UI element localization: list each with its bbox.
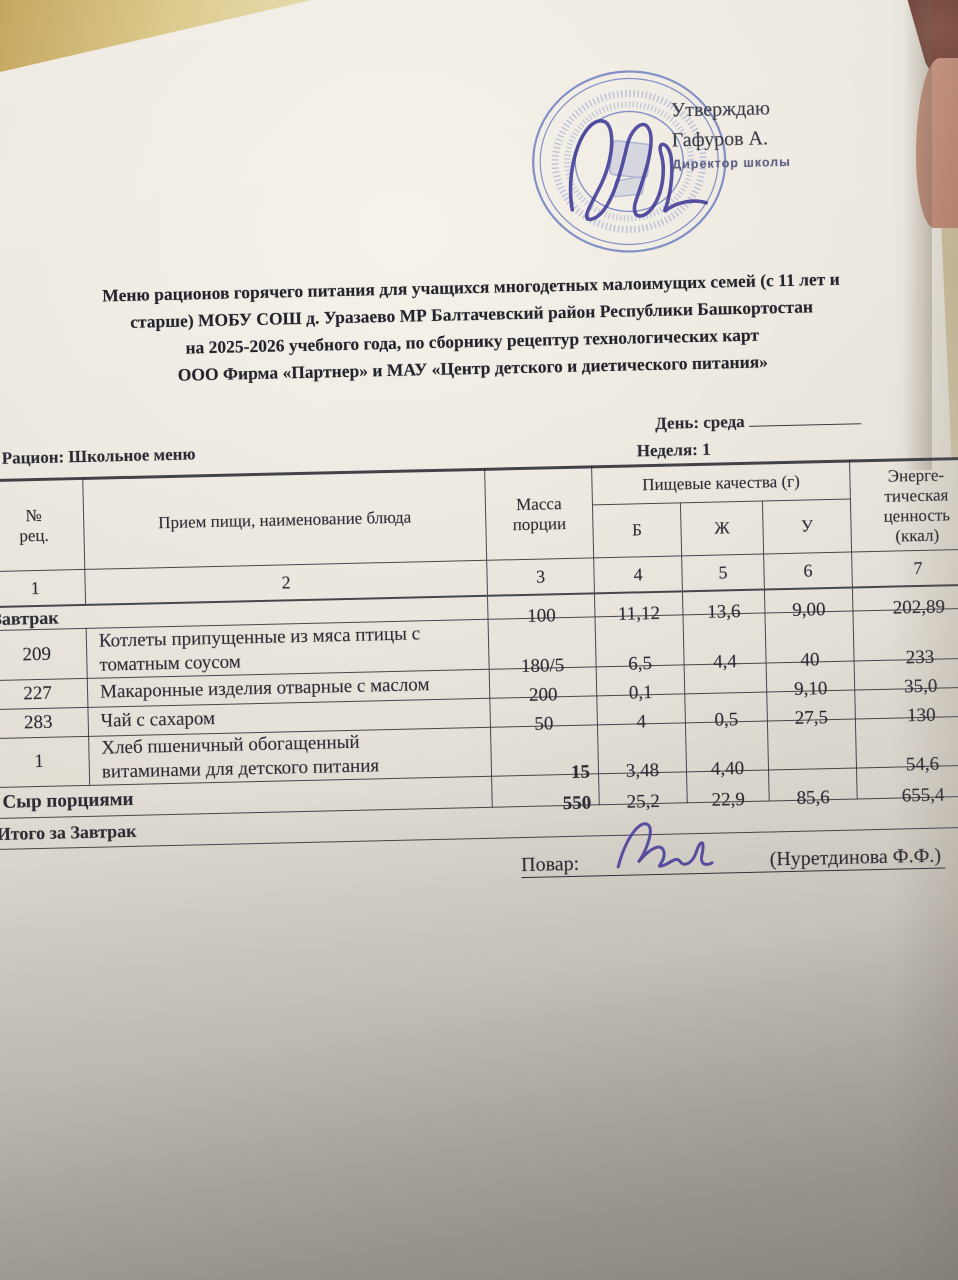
menu-table: № рец. Прием пищи, наименование блюда Ма…	[0, 456, 958, 851]
round-stamp	[532, 70, 727, 253]
mass-value: 200	[528, 684, 558, 706]
header-protein: Б	[592, 502, 682, 558]
mass-value: 50	[534, 713, 554, 735]
fat-value: 13,6	[707, 601, 741, 623]
ration-label: Рацион: Школьное меню	[1, 444, 196, 468]
col-number-6: 6	[763, 552, 853, 590]
protein-value: 0,1	[628, 682, 653, 704]
col-number-4: 4	[593, 555, 683, 594]
kcal-value: 202,89	[892, 596, 946, 619]
kcal-value: 54,6	[905, 753, 940, 776]
header-carbs: У	[762, 499, 852, 555]
cook-signature-line: Повар: (Нуретдинова Ф.Ф.)	[520, 825, 946, 879]
carbs-value: 9,00	[792, 599, 826, 621]
mass-value: 15	[570, 761, 591, 783]
protein-value: 3,48	[625, 759, 660, 782]
col-number-5: 5	[681, 554, 765, 592]
background-hand	[916, 58, 958, 228]
header-rec-number: № рец.	[0, 478, 85, 572]
kcal-value: 130	[906, 704, 936, 727]
rec-number: 227	[0, 678, 88, 710]
kcal-value: 233	[905, 646, 935, 669]
cook-name: (Нуретдинова Ф.Ф.)	[769, 844, 942, 871]
kcal-total: 655,4	[901, 784, 945, 807]
dish-name: Котлеты припущенные из мяса птицы с тома…	[86, 619, 490, 679]
header-dish-name: Прием пищи, наименование блюда	[82, 469, 487, 570]
approver-title: Директор школы	[672, 154, 791, 172]
cook-signature	[616, 822, 714, 869]
rec-number: 283	[0, 707, 89, 739]
protein-value: 11,12	[617, 602, 661, 625]
header-energy-value: Энерге- тическая ценность (ккал)	[849, 458, 958, 553]
director-signature	[568, 119, 708, 222]
fat-value: 4,4	[712, 651, 738, 673]
document-title: Меню рационов горячего питания для учащи…	[0, 263, 952, 393]
day-fill-line	[748, 409, 861, 427]
stamp-microtext-ring-outer	[551, 89, 707, 233]
approval-label: Утверждаю	[670, 97, 771, 122]
rec-number: 209	[0, 628, 88, 681]
col-number-1: 1	[0, 569, 86, 608]
rec-number: 1	[0, 736, 90, 788]
col-number-3: 3	[486, 557, 595, 596]
day-label: День: среда	[655, 409, 861, 434]
protein-value: 6,5	[627, 653, 653, 675]
paper-edge-shadow	[904, 0, 932, 470]
carbs-value: 40	[800, 649, 820, 671]
week-label: Неделя: 1	[636, 439, 711, 461]
header-fat: Ж	[680, 501, 764, 556]
stamp-microtext-ring-inner	[564, 101, 695, 222]
carbs-value: 9,10	[793, 678, 828, 700]
col-number-7: 7	[851, 549, 958, 588]
fat-value: 0,5	[714, 709, 739, 731]
mass-total: 550	[562, 792, 592, 815]
approval-block: Утверждаю Гафуров А. Директор школы	[671, 97, 791, 172]
kcal-value: 35,0	[903, 675, 938, 698]
header-portion-mass: Масса порции	[484, 466, 594, 561]
day-text: День: среда	[654, 411, 745, 433]
mass-value: 180/5	[520, 655, 565, 678]
cook-label: Повар:	[520, 852, 580, 877]
fat-value: 4,40	[710, 758, 745, 780]
mass-value: 100	[526, 605, 556, 627]
carbs-value: 27,5	[794, 707, 829, 729]
carbs-total: 85,6	[796, 787, 831, 809]
approver-name: Гафуров А.	[671, 127, 769, 152]
protein-value: 4	[636, 711, 647, 733]
header-nutrition-group: Пищевые качества (г)	[591, 461, 851, 505]
